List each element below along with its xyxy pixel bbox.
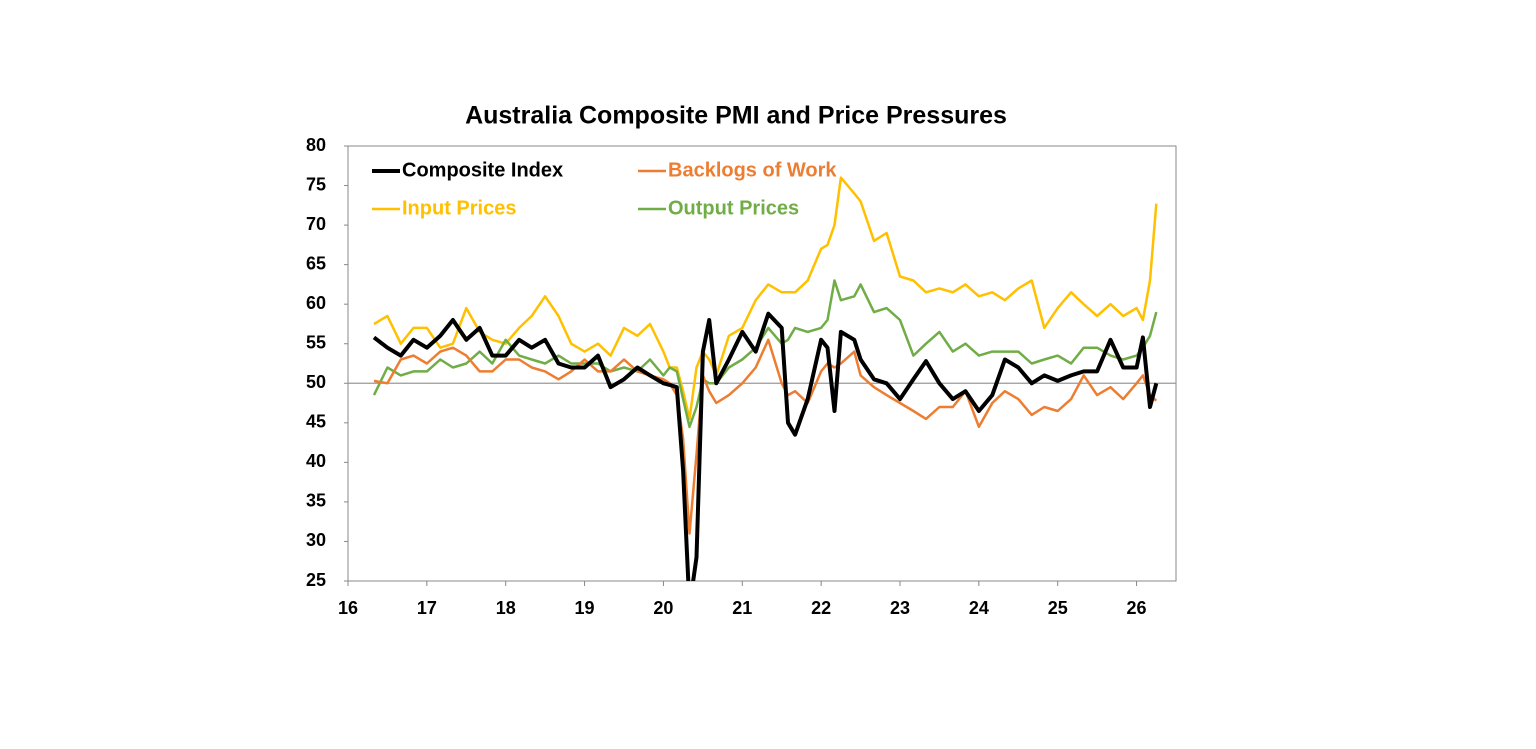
legend-label: Input Prices (402, 197, 516, 219)
y-tick-label: 80 (306, 135, 326, 155)
x-tick-label: 20 (653, 598, 673, 618)
x-tick-label: 21 (732, 598, 752, 618)
series-line (372, 311, 1159, 581)
legend-label: Composite Index (402, 159, 563, 181)
x-tick-label: 23 (890, 598, 910, 618)
legend-label: Backlogs of Work (668, 159, 837, 181)
y-tick-label: 40 (306, 451, 326, 471)
series-line (373, 338, 1158, 535)
y-tick-label: 70 (306, 214, 326, 234)
x-tick-label: 17 (417, 598, 437, 618)
y-tick-label: 75 (306, 174, 326, 194)
series-line (373, 176, 1158, 421)
x-tick-label: 16 (338, 598, 358, 618)
plot-area (347, 145, 1177, 582)
x-tick-label: 25 (1048, 598, 1068, 618)
legend-label: Output Prices (668, 197, 799, 219)
y-tick-label: 35 (306, 491, 326, 511)
y-tick-label: 55 (306, 332, 326, 352)
x-tick-label: 22 (811, 598, 831, 618)
x-tick-label: 18 (496, 598, 516, 618)
y-tick-label: 25 (306, 570, 326, 590)
chart-title: Australia Composite PMI and Price Pressu… (465, 102, 1007, 130)
x-tick-label: 24 (969, 598, 989, 618)
y-tick-label: 45 (306, 412, 326, 432)
y-tick-label: 50 (306, 372, 326, 392)
x-tick-label: 26 (1127, 598, 1147, 618)
y-tick-label: 30 (306, 530, 326, 550)
series-line (372, 279, 1158, 429)
x-tick-label: 19 (575, 598, 595, 618)
y-tick-label: 65 (306, 253, 326, 273)
y-tick-label: 60 (306, 293, 326, 313)
